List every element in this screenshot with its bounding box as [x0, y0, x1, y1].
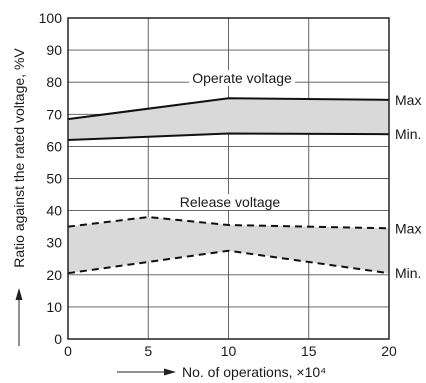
release-voltage-band: Max Min. Release voltage [67, 194, 421, 281]
operate-voltage-upper-label: Max [395, 92, 421, 108]
y-tick-label-70: 70 [46, 106, 62, 122]
x-axis-arrow-head [164, 368, 176, 376]
y-tick-label-40: 40 [46, 203, 62, 219]
operate-voltage-label-background [189, 70, 296, 86]
y-axis-label: Ratio against the rated voltage, %V [11, 48, 27, 268]
y-tick-label-60: 60 [46, 138, 62, 154]
x-axis-title: No. of operations, ×10⁴ [117, 364, 326, 380]
tick-labels: 0 10 20 30 40 50 60 70 80 90 100 0 5 10 15 20 [39, 10, 397, 359]
x-tick-label-0: 0 [64, 343, 72, 359]
release-voltage-upper-line [67, 216, 390, 230]
release-voltage-upper-label: Max [395, 220, 421, 236]
operate-voltage-band: Max Min. Operate voltage [67, 70, 421, 142]
plot-frame [67, 17, 390, 340]
release-voltage-label-background [176, 194, 284, 210]
y-tick-label-0: 0 [54, 331, 62, 347]
grid [67, 17, 390, 340]
y-tick-label-50: 50 [46, 171, 62, 187]
y-tick-label-20: 20 [46, 267, 62, 283]
operate-voltage-fill [68, 98, 389, 140]
release-voltage-lower-label: Min. [395, 265, 421, 281]
y-axis-title: Ratio against the rated voltage, %V [11, 48, 27, 346]
x-tick-label-5: 5 [144, 343, 152, 359]
operate-voltage-lower-label: Min. [395, 126, 421, 142]
operate-voltage-upper-line [67, 97, 390, 121]
x-axis-label: No. of operations, ×10⁴ [182, 364, 326, 380]
y-tick-label-30: 30 [46, 235, 62, 251]
y-tick-label-90: 90 [46, 42, 62, 58]
y-tick-label-80: 80 [46, 74, 62, 90]
release-voltage-fill [68, 217, 389, 274]
x-tick-label-20: 20 [381, 343, 397, 359]
bands: Max Min. Operate voltage Max Min. Release vol… [67, 70, 421, 281]
y-tick-label-10: 10 [46, 299, 62, 315]
release-voltage-lower-line [67, 249, 390, 275]
x-tick-label-15: 15 [301, 343, 317, 359]
y-axis-arrow-head [15, 288, 23, 300]
x-tick-label-10: 10 [221, 343, 237, 359]
release-voltage-label: Release voltage [180, 194, 281, 210]
operate-voltage-label: Operate voltage [192, 70, 292, 86]
operate-voltage-lower-line [67, 132, 390, 141]
y-tick-label-100: 100 [39, 10, 63, 26]
